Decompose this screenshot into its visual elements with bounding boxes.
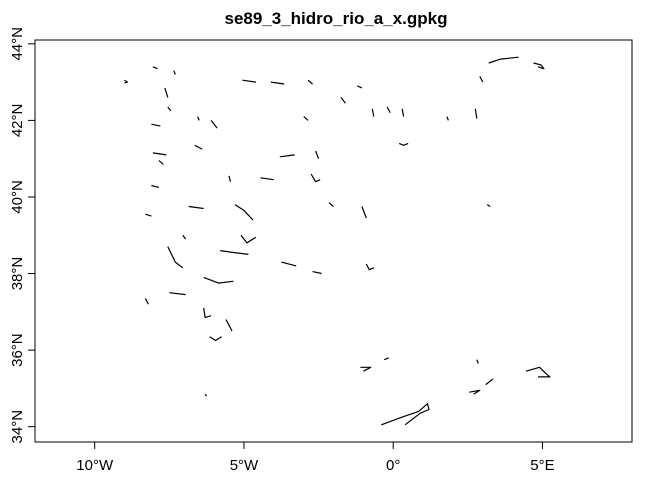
river-polygon <box>398 142 409 146</box>
river-polygon <box>479 76 484 83</box>
river-polygon <box>173 70 176 75</box>
river-polygon <box>270 81 285 85</box>
river-polygon <box>194 144 203 150</box>
x-tick-label: 5°E <box>530 457 554 474</box>
x-tick-label: 0° <box>386 457 400 474</box>
river-polygon <box>152 152 167 156</box>
river-polygon <box>158 160 164 165</box>
river-polygon <box>312 271 322 275</box>
y-tick-label: 36°N <box>9 333 26 367</box>
river-polygon <box>204 393 208 397</box>
river-polygon <box>240 234 257 244</box>
river-polygon <box>279 154 295 158</box>
river-polygon <box>203 307 212 319</box>
river-polygon <box>167 246 184 269</box>
river-polygon <box>203 276 234 284</box>
y-tick-label: 40°N <box>9 180 26 214</box>
river-polygon <box>401 108 405 117</box>
river-polygon <box>281 261 297 267</box>
river-polygon <box>303 116 309 121</box>
x-tick-label: 10°W <box>76 457 114 474</box>
river-polygon <box>386 106 391 113</box>
river-polygon <box>357 85 363 89</box>
river-polygon <box>144 298 149 305</box>
river-polygon <box>242 79 256 83</box>
river-polygon <box>469 389 481 395</box>
y-axis: 34°N 36°N 38°N 40°N 42°N 44°N <box>9 27 35 443</box>
y-tick-label: 38°N <box>9 257 26 291</box>
river-polygon <box>446 116 449 121</box>
x-axis: 10°W 5°W 0° 5°E <box>76 442 555 474</box>
river-polygon <box>371 108 375 117</box>
river-polygon <box>525 366 551 378</box>
river-polygon <box>151 184 160 188</box>
river-polygon <box>151 123 161 127</box>
river-polygon <box>533 62 545 70</box>
river-polygon <box>124 79 129 84</box>
plot-frame <box>34 39 633 443</box>
river-polygon <box>488 56 519 64</box>
river-polygon <box>228 175 232 182</box>
river-polygon <box>260 177 274 181</box>
river-polygon <box>169 292 186 296</box>
river-polygon <box>145 213 152 217</box>
river-polygon <box>340 97 346 104</box>
chart-title: se89_3_hidro_rio_a_x.gpkg <box>224 9 447 28</box>
river-polygon <box>234 204 254 221</box>
y-tick-label: 42°N <box>9 104 26 138</box>
river-polygon <box>167 106 172 112</box>
plot-area: 10°W 5°W 0° 5°E 34°N 36°N 38°N 40°N 42°N 44°N <box>9 27 633 474</box>
river-polygon <box>152 66 158 70</box>
river-polygon <box>476 359 479 364</box>
river-polygon <box>210 120 218 129</box>
river-polygon <box>381 403 430 426</box>
river-polygon <box>361 206 367 219</box>
river-polygon <box>220 250 249 255</box>
river-polygon <box>365 263 375 271</box>
x-tick-label: 5°W <box>230 457 259 474</box>
river-polygon <box>310 173 321 183</box>
river-polygon <box>315 150 320 159</box>
river-polygon <box>486 204 491 208</box>
y-tick-label: 34°N <box>9 410 26 444</box>
y-tick-label: 44°N <box>9 27 26 61</box>
river-polygon <box>164 87 169 98</box>
river-polygon <box>383 357 389 361</box>
river-polygon <box>209 336 222 342</box>
river-polygon <box>182 234 187 240</box>
river-polygon <box>360 366 372 372</box>
river-polygon <box>328 202 334 207</box>
river-polygon <box>225 319 233 332</box>
river-polygon <box>485 378 494 386</box>
river-polygon <box>307 79 313 85</box>
river-polygon <box>197 116 200 121</box>
river-features <box>124 56 551 426</box>
river-polygon <box>188 205 204 210</box>
river-polygon <box>474 108 478 119</box>
